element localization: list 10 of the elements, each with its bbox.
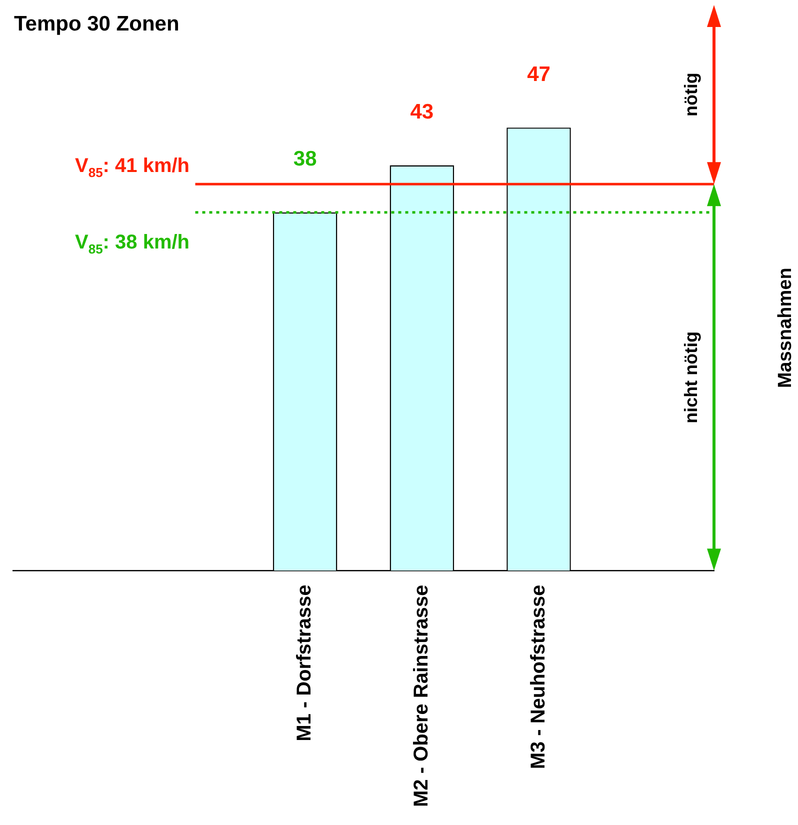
x-tick-label: M1 - Dorfstrasse	[294, 584, 316, 742]
chart-title: Tempo 30 Zonen	[14, 12, 180, 36]
data-label: 43	[410, 100, 434, 124]
annotation: nicht nötig	[680, 331, 701, 424]
x-tick-label: M2 - Obere Rainstrasse	[410, 584, 432, 808]
data-label: 38	[293, 148, 318, 171]
x-tick-label: M3 - Neuhofstrasse	[527, 584, 550, 770]
text: nötig	[680, 72, 701, 117]
data-label: 47	[527, 62, 550, 86]
y2-axis-title: Massnahmen	[775, 268, 796, 388]
